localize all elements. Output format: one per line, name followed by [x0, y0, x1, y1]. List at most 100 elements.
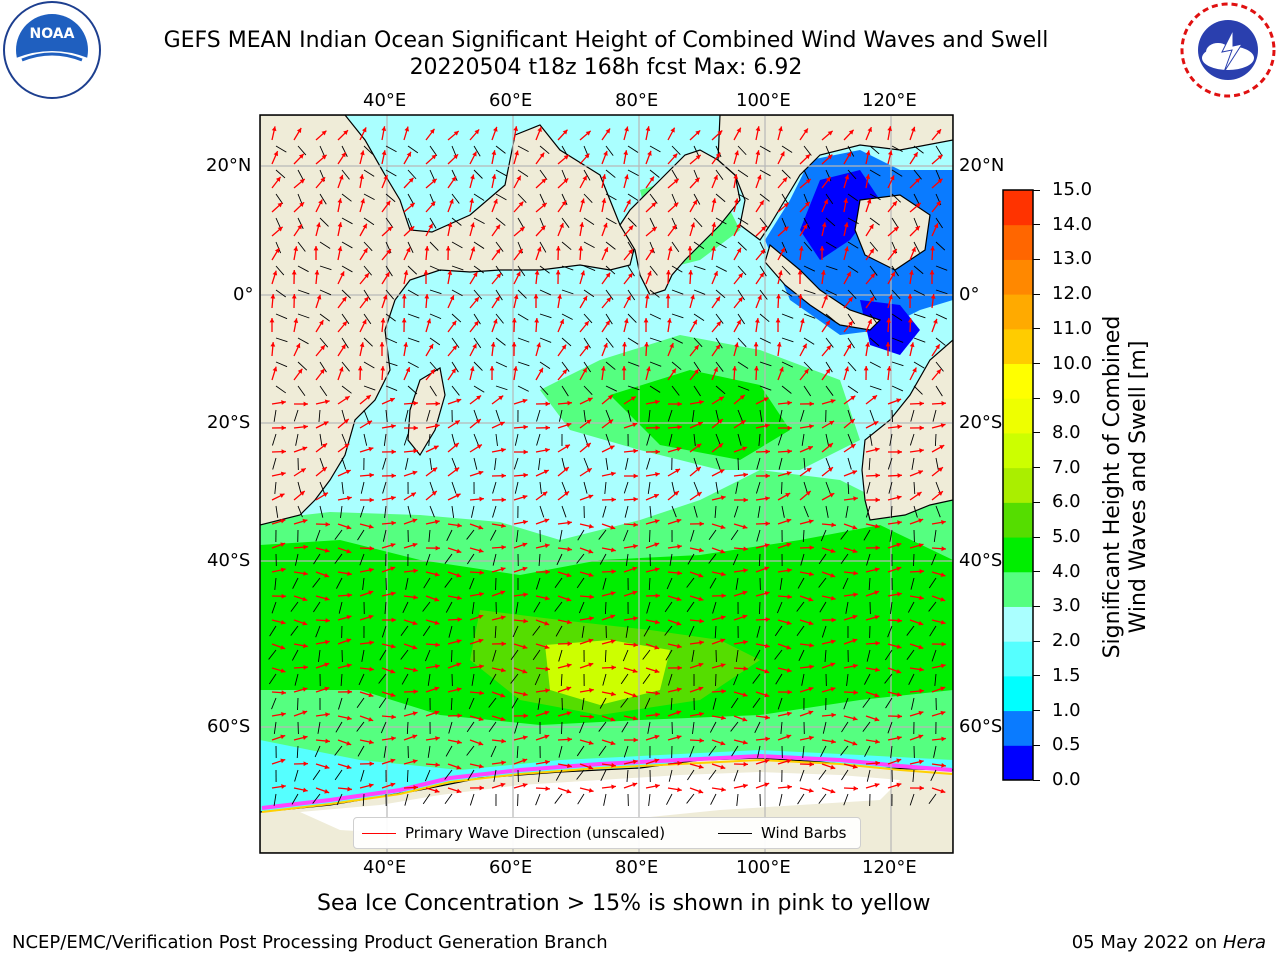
wave-arrow-head	[479, 591, 484, 597]
wind-barb	[780, 721, 783, 734]
wave-arrow-head	[280, 668, 286, 673]
wind-barb	[605, 145, 614, 156]
wave-arrow-head	[435, 545, 440, 551]
wind-barb	[363, 169, 375, 177]
wind-barb	[385, 313, 396, 322]
wind-barb	[715, 361, 724, 372]
wind-barb	[407, 505, 412, 518]
wind-barb	[935, 457, 939, 470]
wave-arrow-head	[523, 618, 528, 624]
wave-arrow-head	[536, 342, 541, 348]
wave-arrow-head	[803, 128, 808, 134]
wind-barb	[691, 409, 695, 422]
wave-arrow-head	[688, 270, 693, 275]
wave-arrow-head	[413, 400, 418, 406]
wind-barb	[271, 601, 277, 614]
wave-arrow-head	[808, 620, 814, 626]
wind-barb	[429, 505, 435, 518]
wave-arrow-head	[381, 126, 387, 131]
wave-arrow-head	[340, 271, 345, 277]
wave-arrow-head	[316, 222, 321, 228]
wave-arrow-head	[433, 445, 439, 450]
wave-arrow-head	[830, 595, 836, 601]
wind-barb	[561, 193, 568, 206]
wind-barb	[781, 169, 791, 179]
wave-arrow-head	[721, 787, 726, 792]
wave-arrow-head	[314, 270, 320, 275]
wind-barb	[891, 145, 903, 153]
wave-arrow-head	[675, 468, 681, 474]
wave-arrow-head	[478, 614, 484, 620]
colorbar-tick-label: 15.0	[1052, 179, 1093, 200]
wind-barb	[796, 625, 805, 637]
wave-arrow-head	[782, 177, 788, 183]
wave-arrow-head	[434, 710, 440, 716]
wave-arrow-head	[676, 596, 682, 602]
wave-arrow-head	[874, 523, 880, 529]
wave-arrow-head	[863, 366, 869, 371]
wave-arrow-head	[720, 615, 726, 620]
wind-barb	[400, 649, 409, 660]
colorbar-tick-mark	[1033, 258, 1040, 260]
wind-barb	[598, 721, 607, 732]
wind-barb	[404, 697, 409, 710]
wave-arrow-head	[302, 735, 308, 740]
wave-arrow-head	[761, 226, 767, 231]
wind-barb	[537, 769, 541, 782]
wave-arrow-head	[633, 543, 638, 549]
wind-barb	[913, 385, 923, 395]
wind-barb	[622, 649, 629, 662]
wind-barb	[451, 361, 459, 373]
wind-barb	[292, 577, 299, 589]
wind-barb	[341, 145, 348, 157]
wind-barb	[599, 553, 607, 565]
wave-direction-swatch	[362, 832, 396, 834]
wave-arrow-head	[360, 198, 365, 204]
wind-barb	[846, 673, 849, 686]
wind-barb	[403, 433, 409, 446]
wind-barb	[382, 481, 387, 494]
wave-arrow-head	[475, 419, 481, 424]
wind-barb	[869, 193, 881, 201]
wave-arrow-head	[698, 711, 704, 717]
wind-barb	[890, 505, 893, 519]
wave-arrow-head	[918, 644, 924, 650]
wave-arrow-head	[517, 248, 523, 254]
wave-arrow-head	[756, 174, 762, 180]
colorbar-tick-mark	[1033, 432, 1040, 434]
wind-barb	[821, 625, 827, 638]
wind-barb	[407, 313, 420, 319]
wave-arrow-head	[346, 615, 352, 620]
wind-barb	[492, 505, 497, 518]
wave-arrow-head	[807, 446, 813, 451]
wind-barb	[404, 409, 409, 422]
wave-arrow-head	[545, 786, 550, 791]
wind-barb	[891, 337, 904, 343]
wave-arrow-head	[632, 566, 638, 572]
wave-arrow-head	[787, 568, 792, 573]
wind-barb	[825, 505, 829, 518]
wave-arrow-head	[405, 367, 411, 373]
wave-arrow-head	[913, 152, 918, 158]
wave-arrow-head	[765, 714, 770, 720]
wave-arrow-head	[319, 368, 325, 374]
wave-arrow-head	[897, 618, 902, 623]
wind-barb	[466, 721, 475, 733]
wave-arrow-head	[677, 665, 682, 671]
wave-arrow-head	[780, 247, 785, 253]
wave-arrow-head	[280, 645, 286, 650]
wave-arrow-head	[603, 150, 608, 156]
colorbar-segment	[1003, 190, 1033, 226]
wind-barb	[759, 289, 768, 300]
wave-arrow-head	[919, 595, 924, 601]
footer-host: Hera	[1222, 932, 1266, 953]
wind-barb	[583, 361, 592, 373]
wave-arrow-head	[676, 620, 682, 626]
wind-barb	[363, 313, 372, 325]
wave-arrow-head	[383, 175, 388, 181]
wind-barb	[274, 577, 277, 590]
wave-arrow-head	[430, 369, 435, 375]
wind-barb	[737, 241, 747, 251]
wind-barb	[913, 313, 926, 319]
wind-barb	[781, 337, 794, 343]
